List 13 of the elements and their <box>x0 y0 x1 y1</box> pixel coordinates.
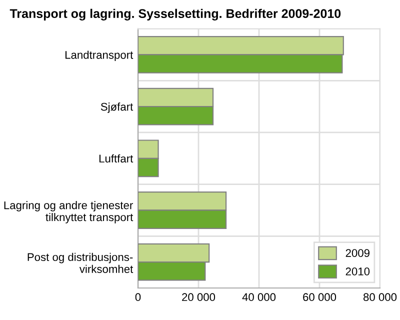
y-tick-label: Lagring og andre tjenester tilknyttet transport <box>4 201 134 224</box>
x-tick-label: 20 000 <box>182 293 216 302</box>
x-tick-label: 40 000 <box>242 293 276 302</box>
y-tick-label: Landtransport <box>65 50 134 62</box>
y-tick-label: Luftfart <box>99 154 134 163</box>
y-tick-label: Sjøfart <box>100 102 134 113</box>
x-tick-label: 0 <box>135 293 141 302</box>
chart-title: Transport og lagring. Sysselsetting. Bedrifter 2009-2010 <box>10 8 341 21</box>
y-tick-label: Post og distribusjons- virksomhet <box>28 252 134 274</box>
x-tick-label: 80 000 <box>363 293 397 302</box>
legend-label: 2010 <box>346 268 370 276</box>
legend-label: 2009 <box>346 249 370 257</box>
x-tick-label: 60 000 <box>303 293 336 302</box>
